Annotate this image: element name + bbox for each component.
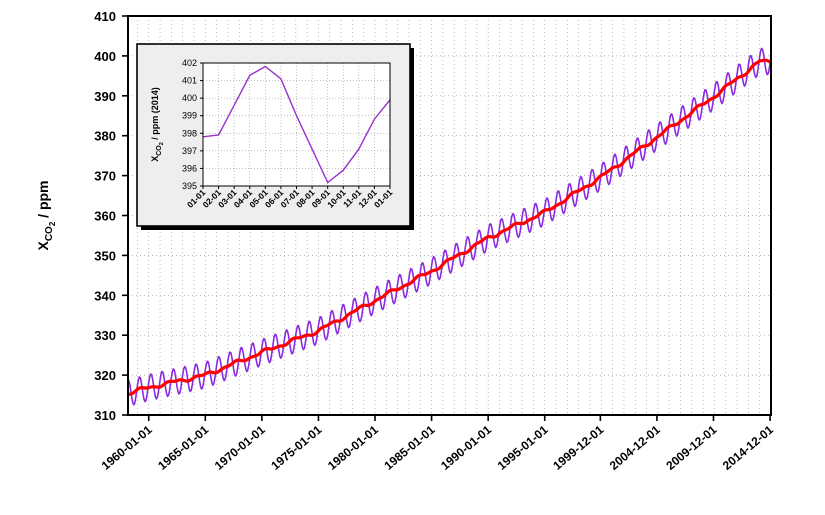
x-tick-label: 2004-12-01 [607,422,663,472]
x-tick-label: 2009-12-01 [663,422,719,472]
inset-y-tick-label: 402 [182,58,197,68]
y-tick-label: 380 [94,129,116,144]
y-tick-label: 310 [94,408,116,423]
y-tick-label: 350 [94,248,116,263]
x-tick-label: 1965-01-01 [155,422,211,472]
inset-y-tick-label: 395 [182,181,197,191]
inset-y-tick-label: 400 [182,93,197,103]
y-tick-label: 320 [94,368,116,383]
inset-y-tick-label: 401 [182,76,197,86]
x-tick-label: 1990-01-01 [438,422,494,472]
x-tick-label: 1975-01-01 [268,422,324,472]
series-line-trend [127,58,772,396]
y-tick-label: 410 [94,9,116,24]
y-tick-label: 390 [94,89,116,104]
x-tick-label: 1985-01-01 [381,422,437,472]
inset-series-line [202,65,391,184]
x-tick-label: 1960-01-01 [99,422,155,472]
x-tick-label: 1999-12-01 [550,422,606,472]
y-tick-label: 360 [94,209,116,224]
inset-y-axis-title: XCO2 / ppm (2014) [150,87,165,162]
y-axis-title: XCO2 / ppm [35,180,57,250]
y-tick-label: 330 [94,328,116,343]
x-tick-label: 2014-12-01 [720,422,776,472]
x-tick-label: 1980-01-01 [325,422,381,472]
y-tick-label: 370 [94,169,116,184]
y-tick-label: 400 [94,49,116,64]
x-tick-label: 1970-01-01 [212,422,268,472]
inset-chart: 39539639739839940040140201-0102-0103-010… [136,43,414,230]
x-tick-label: 1995-01-01 [495,422,551,472]
inset-y-tick-label: 398 [182,128,197,138]
inset-y-tick-label: 397 [182,146,197,156]
inset-y-tick-label: 396 [182,163,197,173]
inset-y-tick-label: 399 [182,111,197,121]
series-line-monthly [127,47,772,406]
y-tick-label: 340 [94,288,116,303]
